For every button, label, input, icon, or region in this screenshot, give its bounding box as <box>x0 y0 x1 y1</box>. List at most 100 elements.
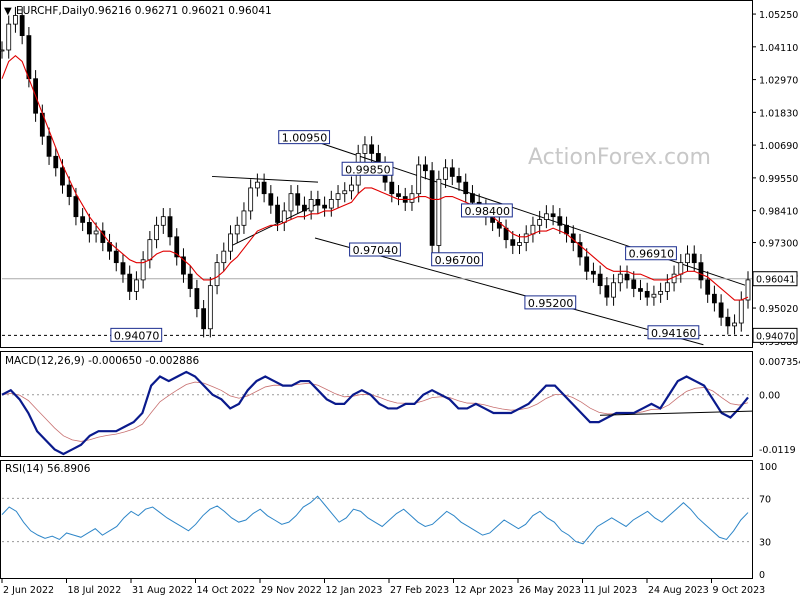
price-callout-box <box>278 130 331 145</box>
candle-body <box>181 256 186 275</box>
candle-body <box>564 224 569 235</box>
ma-line <box>1 55 749 301</box>
x-tick-label: 29 Nov 2022 <box>261 585 322 596</box>
candle-body <box>113 250 119 264</box>
macd-label: MACD(12,26,9) -0.000650 -0.002886 <box>5 355 200 367</box>
candle-body <box>295 193 301 206</box>
candle-body <box>651 293 657 298</box>
candle-body <box>617 273 623 284</box>
price-callout-label: 0.97040 <box>353 244 399 257</box>
macd-tick-label: 0.00 <box>759 391 780 402</box>
candle-body <box>93 230 99 235</box>
last-price-label: 0.96041 <box>756 275 795 286</box>
price-callout-label: 0.94160 <box>651 327 697 340</box>
candle-body <box>698 262 704 281</box>
x-tick-label: 18 Jul 2022 <box>68 585 122 596</box>
candle-body <box>349 184 354 192</box>
candle-body <box>46 135 52 157</box>
candle-body <box>174 236 180 258</box>
candle-body <box>416 164 422 195</box>
candle-body <box>725 316 731 327</box>
x-tick-label: 31 Aug 2022 <box>132 585 193 596</box>
symbol-label: EURCHF,Daily <box>16 5 88 17</box>
candle-body <box>456 176 462 183</box>
price-callout-label: 0.96700 <box>435 254 481 267</box>
price-callout-label: 0.95200 <box>528 297 574 310</box>
candle-body <box>510 239 516 246</box>
price-tick-label: 0.98410 <box>759 207 798 218</box>
candle-body <box>66 184 72 197</box>
candle-body <box>194 288 200 310</box>
rsi-panel-frame <box>0 460 753 579</box>
rsi-line <box>1 495 749 545</box>
candle-body <box>517 242 522 246</box>
macd-layer <box>1 370 753 456</box>
candle-body <box>624 273 630 281</box>
rsi-tick-label: 100 <box>759 462 777 473</box>
candle-body <box>631 279 637 289</box>
price-tick-label: 1.00690 <box>759 141 798 152</box>
candle-body <box>738 299 744 324</box>
candle-body <box>718 302 724 318</box>
price-callout-box <box>524 295 577 310</box>
candle-body <box>711 293 717 304</box>
price-callout-box <box>431 252 483 267</box>
price-tick-label: 0.95020 <box>759 304 798 315</box>
axis-layer: 1.05250 1.04110 1.02970 1.01830 1.00690 0.995… <box>1 10 800 596</box>
candle-body <box>207 285 213 330</box>
candle-body <box>409 193 415 203</box>
candle-body <box>671 273 677 284</box>
candle-body <box>288 193 294 212</box>
candle-body <box>268 193 274 206</box>
x-tick-label: 12 Jan 2023 <box>326 585 383 596</box>
x-tick-label: 2 Jun 2022 <box>3 585 54 596</box>
candle-body <box>19 15 25 37</box>
candle-body <box>732 322 737 327</box>
candle-body <box>685 253 690 264</box>
candle-body <box>127 273 133 292</box>
rsi-tick-label: 0 <box>759 570 765 581</box>
price-callout-label: 0.98400 <box>465 205 511 218</box>
candle-body <box>335 193 341 200</box>
candle-body <box>80 216 86 223</box>
price-tick-label: 1.05250 <box>759 10 798 21</box>
candle-body <box>443 167 448 180</box>
candle-body <box>322 204 327 209</box>
candle-body <box>470 193 475 203</box>
price-layer: 1.00950 0.99850 0.98400 0.97040 0.96700 0.969… <box>0 6 752 346</box>
candle-body <box>530 224 536 235</box>
candle-body <box>436 178 442 246</box>
x-tick-label: 27 Feb 2023 <box>390 585 449 596</box>
triangle-upper-line <box>211 175 319 183</box>
candle-body <box>154 224 159 241</box>
candle-body <box>120 262 126 275</box>
candle-body <box>369 144 375 154</box>
macd-panel-frame <box>0 351 753 457</box>
candle-body <box>13 15 18 25</box>
candle-body <box>315 199 321 206</box>
candle-body <box>254 181 260 189</box>
price-callout-box <box>341 161 394 176</box>
candle-body <box>463 181 469 195</box>
candle-body <box>281 210 287 223</box>
price-callout-box <box>647 325 700 340</box>
candle-body <box>423 164 428 172</box>
ohlc-label: 0.96216 0.96271 0.96021 0.96041 <box>88 5 272 17</box>
candle-body <box>140 259 146 281</box>
x-tick-label: 26 May 2023 <box>519 585 581 596</box>
candle-body <box>241 210 247 226</box>
candle-body <box>362 144 368 154</box>
x-tick-label: 14 Oct 2022 <box>197 585 256 596</box>
price-tick-label: 1.02970 <box>759 76 798 87</box>
chart-dropdown-icon[interactable]: ▼ <box>4 6 12 17</box>
candle-body <box>705 279 711 295</box>
candle-body <box>557 216 563 226</box>
x-tick-label: 11 Jul 2023 <box>584 585 638 596</box>
x-tick-label: 24 Aug 2023 <box>648 585 709 596</box>
candle-body <box>26 35 32 80</box>
price-callout-label: 0.94070 <box>114 329 160 342</box>
x-tick-label: 12 Apr 2023 <box>455 585 514 596</box>
candle-body <box>167 216 173 238</box>
candle-body <box>308 199 314 212</box>
